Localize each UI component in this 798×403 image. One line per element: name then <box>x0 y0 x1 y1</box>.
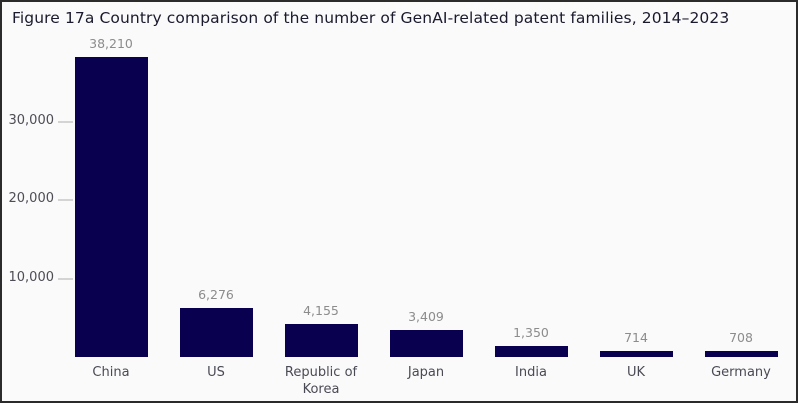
bar-value-label: 3,409 <box>408 309 444 325</box>
y-axis-tick-mark <box>58 199 73 201</box>
bar <box>704 351 778 357</box>
bar <box>74 57 148 357</box>
x-axis-category-label: Republic of Korea <box>284 365 358 397</box>
y-axis-tick-mark <box>58 277 73 280</box>
bar <box>599 351 673 357</box>
chart-title: Figure 17a Country comparison of the num… <box>12 9 730 27</box>
x-axis-category-label: Japan <box>407 365 445 380</box>
x-axis-category-label: China <box>92 365 130 380</box>
x-axis-category-label: Germany <box>711 365 771 380</box>
x-axis-category-label: India <box>515 365 547 380</box>
bar-value-label: 38,210 <box>89 36 133 52</box>
y-axis-tick-label: 30,000 <box>8 112 55 128</box>
bar <box>284 324 358 357</box>
bar <box>389 330 463 357</box>
y-axis-tick-label: 10,000 <box>8 269 55 285</box>
bar-value-label: 714 <box>624 330 648 346</box>
x-axis-category-label: US <box>207 365 225 380</box>
bar-value-label: 1,350 <box>513 325 549 341</box>
y-axis-tick-mark <box>58 120 73 123</box>
bar-value-label: 4,155 <box>303 303 339 319</box>
bar-value-label: 6,276 <box>198 286 234 302</box>
bar-value-label: 708 <box>729 330 753 346</box>
x-axis-category-label: UK <box>626 365 646 380</box>
bar <box>179 307 253 357</box>
bar <box>494 346 568 357</box>
y-axis-tick-label: 20,000 <box>8 191 55 206</box>
